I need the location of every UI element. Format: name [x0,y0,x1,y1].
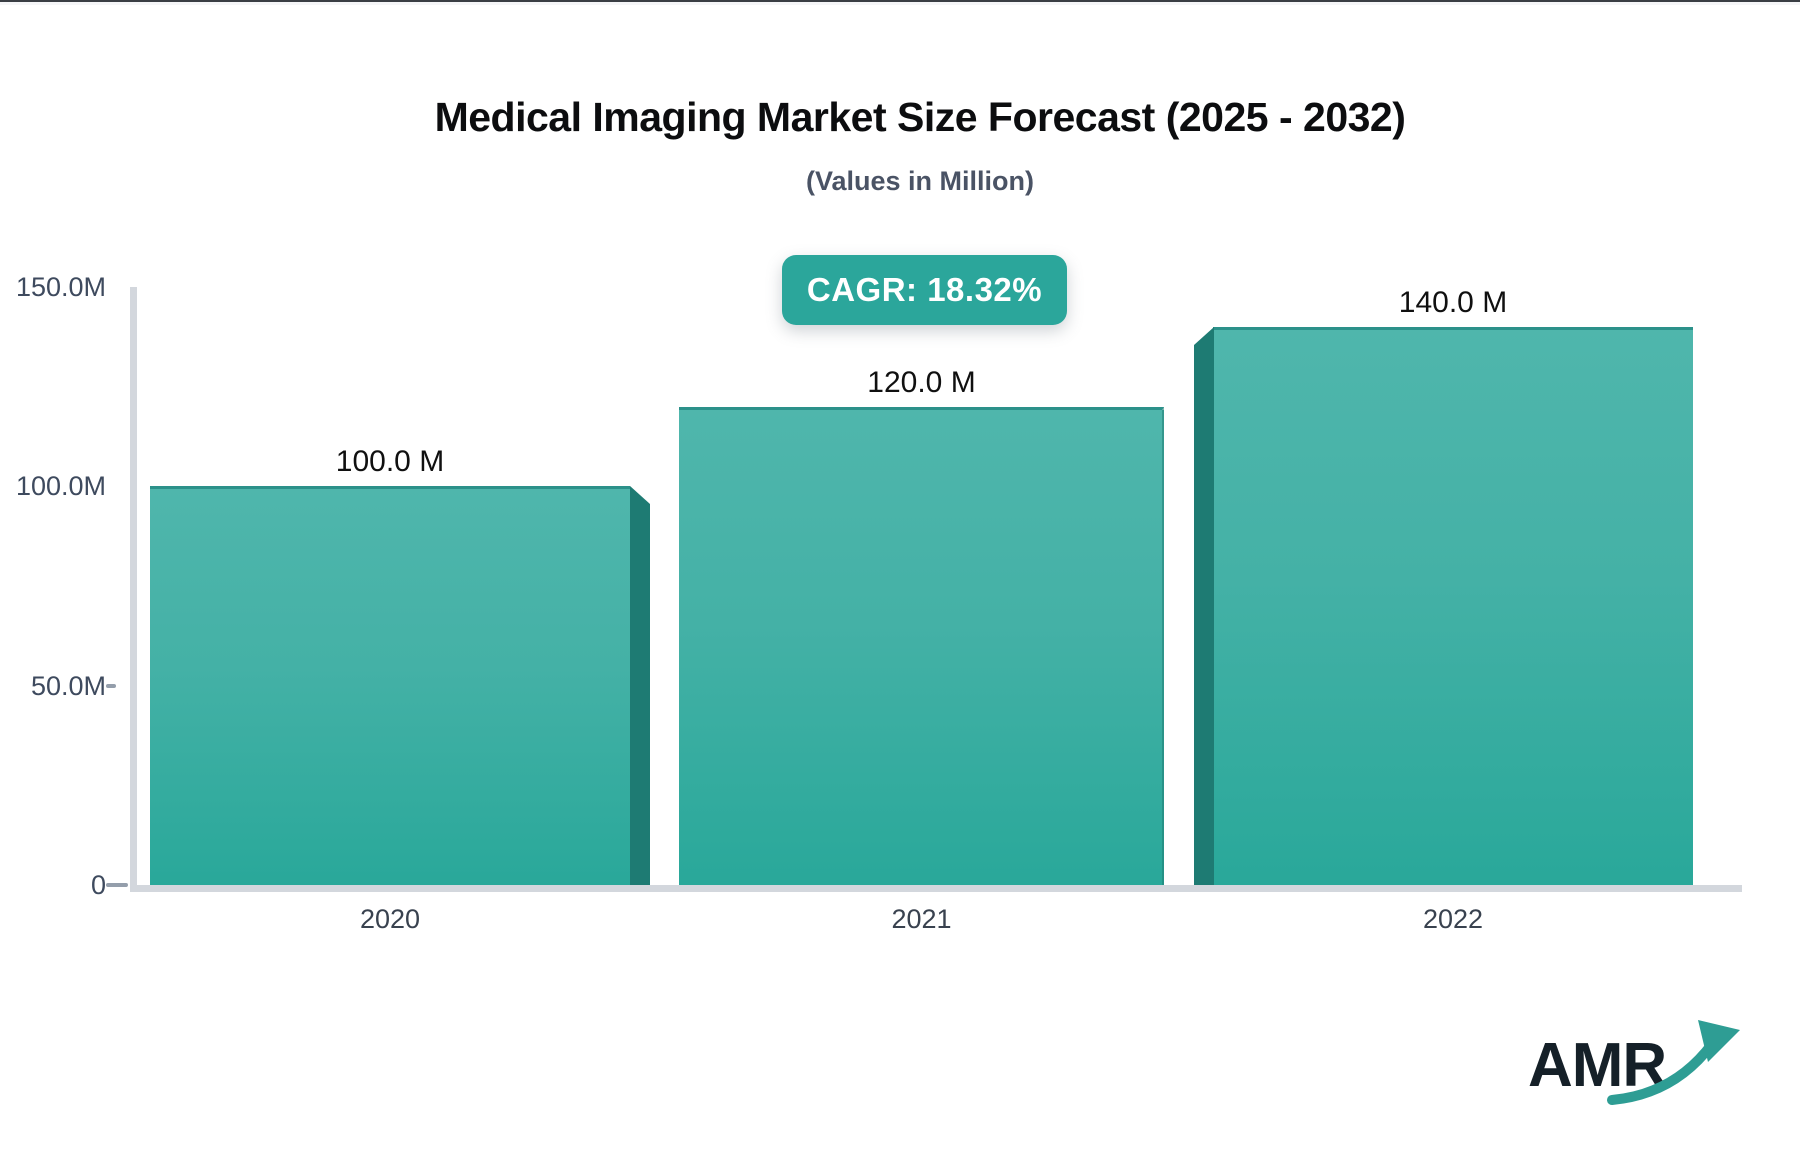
y-axis-tick-label: 100.0M [15,471,106,502]
cagr-badge: CAGR: 18.32% [782,255,1067,325]
bar-3d-side [1194,327,1214,885]
y-axis-tick-mark [106,683,116,688]
amr-logo: AMR [1528,1020,1768,1140]
y-axis-tick-label: 50.0M [30,670,106,701]
bar[interactable] [1213,327,1693,885]
bar[interactable] [150,486,630,885]
bar[interactable] [679,407,1164,885]
bar-value-label: 140.0 M [1398,286,1508,319]
bar-3d-side [630,486,650,885]
top-band [0,0,1800,5]
bar-value-label: 120.0 M [867,366,976,399]
top-border-line [0,0,1800,2]
y-axis-tick-label: 150.0M [15,272,106,302]
x-axis-category-label: 2020 [359,904,421,934]
y-axis-tick-mark [106,883,128,887]
chart-subtitle: (Values in Million) [805,166,1035,196]
x-axis-line [130,885,1742,892]
x-axis-category-label: 2022 [1422,904,1484,934]
growth-arrow-icon [1607,1020,1740,1105]
y-axis-line [130,287,137,887]
y-axis-tick-label: 0 [90,870,106,900]
bar-value-label: 100.0 M [335,445,445,478]
x-axis-category-label: 2021 [891,904,952,934]
chart-title: Medical Imaging Market Size Forecast (20… [434,94,1406,140]
